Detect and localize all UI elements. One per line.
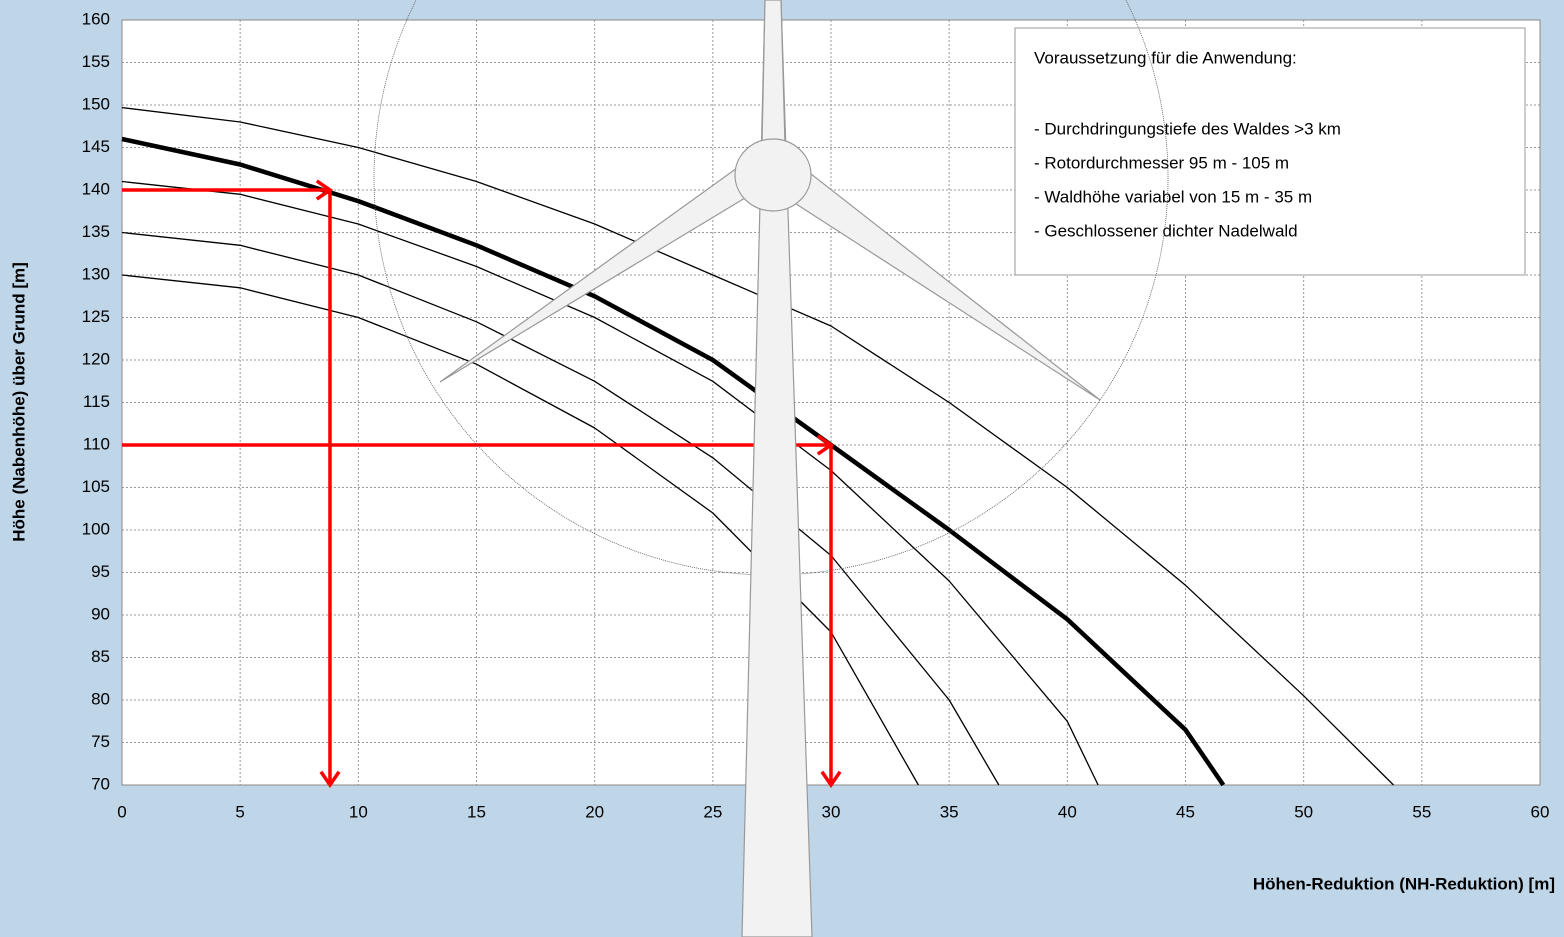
y-tick-label: 80 [91,689,110,708]
x-tick-label: 60 [1531,802,1550,821]
text-box-line: - Geschlossener dichter Nadelwald [1034,221,1298,240]
y-tick-label: 150 [82,94,110,113]
y-tick-label: 140 [82,179,110,198]
x-axis-title: Höhen-Reduktion (NH-Reduktion) [m] [1253,874,1555,893]
y-tick-label: 145 [82,137,110,156]
text-box-line: - Waldhöhe variabel von 15 m - 35 m [1034,187,1312,206]
y-tick-label: 135 [82,222,110,241]
x-tick-label: 45 [1176,802,1195,821]
y-tick-label: 100 [82,519,110,538]
y-axis-title: Höhe (Nabenhöhe) über Grund [m] [9,262,28,542]
y-tick-label: 70 [91,774,110,793]
x-tick-label: 0 [117,802,126,821]
y-tick-label: 130 [82,264,110,283]
y-tick-label: 75 [91,732,110,751]
x-tick-label: 10 [349,802,368,821]
text-box-line: - Rotordurchmesser 95 m - 105 m [1034,153,1289,172]
y-tick-label: 115 [83,392,110,411]
x-tick-label: 50 [1294,802,1313,821]
text-box-line: Voraussetzung für die Anwendung: [1034,48,1297,67]
x-tick-label: 55 [1412,802,1431,821]
y-tick-label: 160 [82,9,110,28]
y-tick-label: 85 [91,647,110,666]
y-tick-label: 105 [82,477,110,496]
y-tick-label: 95 [91,562,110,581]
x-tick-label: 25 [703,802,722,821]
y-tick-label: 110 [83,434,110,453]
x-tick-label: 35 [940,802,959,821]
chart: Voraussetzung für die Anwendung: - Durch… [0,0,1564,937]
x-tick-label: 15 [467,802,486,821]
y-tick-label: 120 [82,349,110,368]
y-tick-label: 155 [82,52,110,71]
x-tick-label: 20 [585,802,604,821]
y-tick-label: 90 [91,604,110,623]
text-box-line: - Durchdringungstiefe des Waldes >3 km [1034,119,1341,138]
x-tick-label: 40 [1058,802,1077,821]
y-tick-label: 125 [82,307,110,326]
x-tick-label: 30 [822,802,841,821]
x-tick-label: 5 [235,802,244,821]
